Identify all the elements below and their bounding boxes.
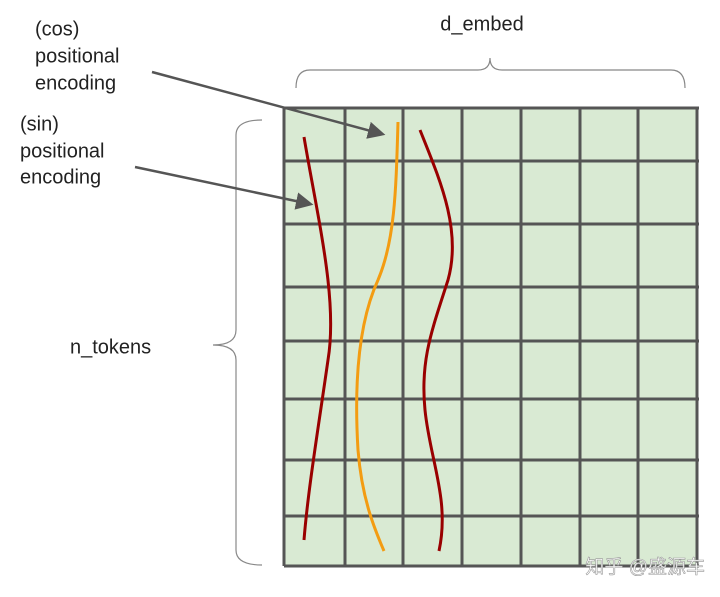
cos-label: encoding	[35, 72, 116, 94]
cos-label: (cos)	[35, 18, 79, 40]
cos-curve	[355, 121, 400, 552]
n-tokens-label: n_tokens	[70, 336, 151, 358]
sin-arrow	[134, 165, 314, 210]
sin-curve-2	[418, 129, 454, 552]
sin-label: (sin)	[20, 113, 59, 135]
cos-arrow	[151, 70, 386, 139]
sin-label: positional	[20, 140, 105, 162]
cos-label: positional	[35, 45, 120, 67]
grid	[282, 106, 699, 568]
top-brace	[295, 57, 686, 89]
sin-curve	[302, 136, 333, 541]
watermark: 知乎 @盛源车	[585, 556, 705, 578]
d-embed-label: d_embed	[440, 13, 523, 35]
sin-label: encoding	[20, 166, 101, 188]
matrix	[284, 108, 697, 566]
left-brace	[212, 119, 263, 566]
